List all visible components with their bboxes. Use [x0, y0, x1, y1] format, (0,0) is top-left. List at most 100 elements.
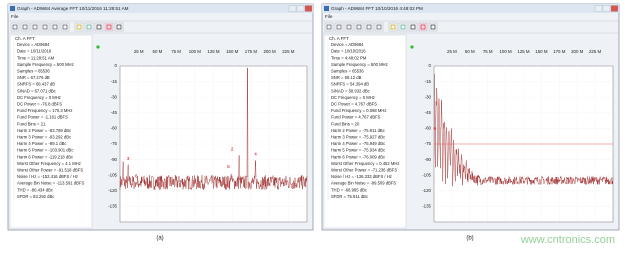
- toolbar-button[interactable]: [74, 22, 84, 32]
- field: DC Frequency = 0 MHz: [17, 95, 61, 100]
- x-tick-label: 225 M: [589, 49, 602, 54]
- harmonic-label: 2: [231, 147, 234, 152]
- toolbar-button[interactable]: [114, 22, 124, 32]
- harmonic-label: 5: [227, 164, 230, 169]
- toolbar-icon: [420, 24, 426, 30]
- toolbar-icon: [52, 24, 58, 30]
- menu-file[interactable]: File: [325, 14, 333, 19]
- field: Samples = 65536: [17, 69, 50, 74]
- caption: (a): [156, 236, 163, 242]
- field: Harm 6 Power = -76.009 dBc: [331, 154, 385, 159]
- spectrum-trace: [434, 74, 614, 187]
- x-tick-label: 200 M: [263, 49, 276, 54]
- toolbar-button[interactable]: [40, 22, 50, 32]
- status-dot: [410, 45, 414, 49]
- field: Fund Frequency = 0.068 MHz: [331, 108, 387, 113]
- field: Harm 5 Power = -75.934 dBc: [331, 148, 385, 153]
- y-tick-label: -135: [108, 204, 117, 209]
- harmonic-label: 4: [254, 152, 257, 157]
- x-tick-label: 25 M: [134, 49, 144, 54]
- window-button[interactable]: [602, 5, 611, 12]
- toolbar-button[interactable]: [104, 22, 114, 32]
- field: Sample Frequency = 500 MHz: [17, 62, 74, 67]
- y-tick-label: -60: [425, 126, 432, 131]
- toolbar-icon: [62, 24, 68, 30]
- field: SINAD = 58.932 dBc: [331, 88, 370, 93]
- toolbar-button[interactable]: [50, 22, 60, 32]
- toolbar-button[interactable]: [388, 22, 398, 32]
- y-tick-label: -135: [422, 204, 431, 209]
- field: Date = 10/11/2016: [17, 49, 52, 54]
- toolbar-button[interactable]: [84, 22, 94, 32]
- field: Harm 3 Power = -93.292 dBc: [17, 135, 71, 140]
- y-tick-label: -45: [111, 110, 118, 115]
- field: Device = AD9684: [17, 42, 50, 47]
- field: Fund Frequency = 170.3 MHz: [17, 108, 73, 113]
- y-tick-label: -90: [111, 157, 118, 162]
- y-tick-label: -105: [108, 172, 117, 177]
- panel-header: Ch. A FFT: [15, 36, 35, 41]
- toolbar-icon: [106, 24, 112, 30]
- field: Samples = 65536: [331, 69, 364, 74]
- field: Harm 3 Power = -75.927 dBc: [331, 135, 385, 140]
- x-tick-label: 200 M: [571, 49, 584, 54]
- y-tick-label: -75: [111, 141, 118, 146]
- toolbar-button[interactable]: [344, 22, 354, 32]
- toolbar-button[interactable]: [60, 22, 70, 32]
- y-tick-label: -75: [425, 141, 432, 146]
- x-tick-label: 150 M: [226, 49, 239, 54]
- field: Average Bin Noise = -113.591 dBFS: [17, 181, 84, 186]
- y-tick-label: -15: [111, 79, 118, 84]
- field: SINAD = 67.071 dBc: [17, 88, 56, 93]
- window-button[interactable]: [296, 5, 305, 12]
- y-tick-label: -60: [111, 126, 118, 131]
- y-tick-label: -105: [422, 172, 431, 177]
- toolbar-icon: [336, 24, 342, 30]
- toolbar-button[interactable]: [324, 22, 334, 32]
- toolbar-icon: [390, 24, 396, 30]
- window: Graph - AD9684 FFT 10/10/2016 4:48:02 PM…: [321, 3, 620, 231]
- toolbar-icon: [96, 24, 102, 30]
- harmonic-label: 6: [135, 174, 138, 179]
- toolbar-button[interactable]: [94, 22, 104, 32]
- toolbar-icon: [366, 24, 372, 30]
- field: Device = AD9684: [331, 42, 364, 47]
- title-bar: [322, 4, 619, 13]
- toolbar-button[interactable]: [364, 22, 374, 32]
- toolbar-button[interactable]: [408, 22, 418, 32]
- toolbar-button[interactable]: [354, 22, 364, 32]
- toolbar-icon: [346, 24, 352, 30]
- toolbar-button[interactable]: [30, 22, 40, 32]
- toolbar-button[interactable]: [334, 22, 344, 32]
- window-button[interactable]: [288, 5, 297, 12]
- menu-file[interactable]: File: [11, 14, 19, 19]
- toolbar-icon: [430, 24, 436, 30]
- toolbar-button[interactable]: [428, 22, 438, 32]
- toolbar-button[interactable]: [398, 22, 408, 32]
- toolbar-icon: [326, 24, 332, 30]
- field: Harm 2 Power = -75.911 dBc: [331, 128, 385, 133]
- y-tick-label: -30: [111, 94, 118, 99]
- window-button[interactable]: [610, 5, 619, 12]
- toolbar-button[interactable]: [10, 22, 20, 32]
- field: Fund Bins = 21: [17, 121, 46, 126]
- field: Harm 4 Power = -75.949 dBc: [331, 141, 385, 146]
- window-title: Graph - AD9684 FFT 10/10/2016 4:48:02 PM: [331, 6, 423, 11]
- window: Graph - AD9684 Average FFT 10/11/2016 11…: [7, 3, 314, 231]
- toolbar-button[interactable]: [418, 22, 428, 32]
- field: Harm 4 Power = -89.1 dBc: [17, 141, 66, 146]
- field: Worst Other Frequency = 4.1 MHz: [17, 161, 81, 166]
- toolbar-button[interactable]: [20, 22, 30, 32]
- y-tick-label: -15: [425, 79, 432, 84]
- toolbar-icon: [22, 24, 28, 30]
- toolbar-button[interactable]: [374, 22, 384, 32]
- field: SNRFS = 54.394 dB: [331, 82, 369, 87]
- field: Worst Other Power = -71.236 dBFS: [331, 168, 397, 173]
- x-tick-label: 175 M: [245, 49, 258, 54]
- app-icon: [10, 6, 15, 11]
- window-button[interactable]: [304, 5, 313, 12]
- x-tick-label: 100 M: [189, 49, 202, 54]
- x-tick-label: 50 M: [153, 49, 163, 54]
- window-button[interactable]: [594, 5, 603, 12]
